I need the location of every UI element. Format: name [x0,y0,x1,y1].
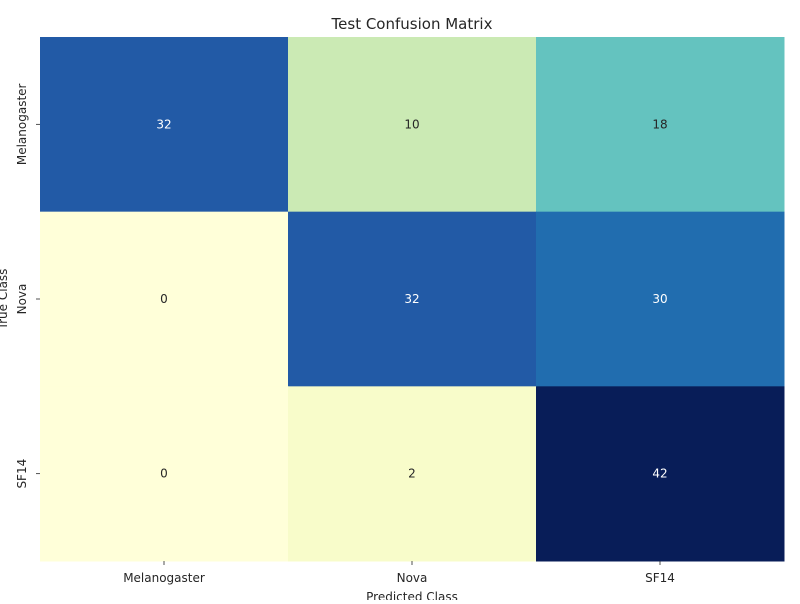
y-axis-label: True Class [0,269,10,331]
x-tick-label-0: Melanogaster [123,571,205,585]
cell-value-r0-c0: 32 [156,117,171,131]
y-tick-label-2: SF14 [15,459,29,489]
y-tick-label-1: Nova [15,284,29,315]
heatmap-cell-r2-c0 [40,386,289,562]
heatmap-cell-r1-c1 [288,211,537,387]
x-tick-label-1: Nova [397,571,428,585]
chart-title: Test Confusion Matrix [331,15,493,33]
cell-value-r2-c0: 0 [160,467,168,481]
cell-value-r0-c2: 18 [652,117,667,131]
heatmap-cell-r0-c2 [536,37,785,213]
x-axis-label: Predicted Class [366,590,458,600]
y-axis-ticks: Melanogaster Nova SF14 [15,83,40,489]
heatmap-cell-r2-c2 [536,386,785,562]
cell-value-r1-c1: 32 [404,292,419,306]
cell-value-r1-c2: 30 [652,292,667,306]
heatmap-cell-r0-c1 [288,37,537,213]
x-axis-ticks: Melanogaster Nova SF14 [123,561,675,585]
heatmap-cell-r2-c1 [288,386,537,562]
heatmap-cells [40,37,785,562]
heatmap-cell-r1-c2 [536,211,785,387]
x-tick-label-2: SF14 [645,571,675,585]
y-tick-label-0: Melanogaster [15,83,29,165]
cell-value-r2-c2: 42 [652,467,667,481]
cell-value-r2-c1: 2 [408,467,416,481]
cell-value-r0-c1: 10 [404,117,419,131]
heatmap-cell-r0-c0 [40,37,289,213]
heatmap-cell-r1-c0 [40,211,289,387]
cell-value-r1-c0: 0 [160,292,168,306]
heatmap-cell-labels: 32 10 18 0 32 30 0 2 42 [156,117,667,480]
